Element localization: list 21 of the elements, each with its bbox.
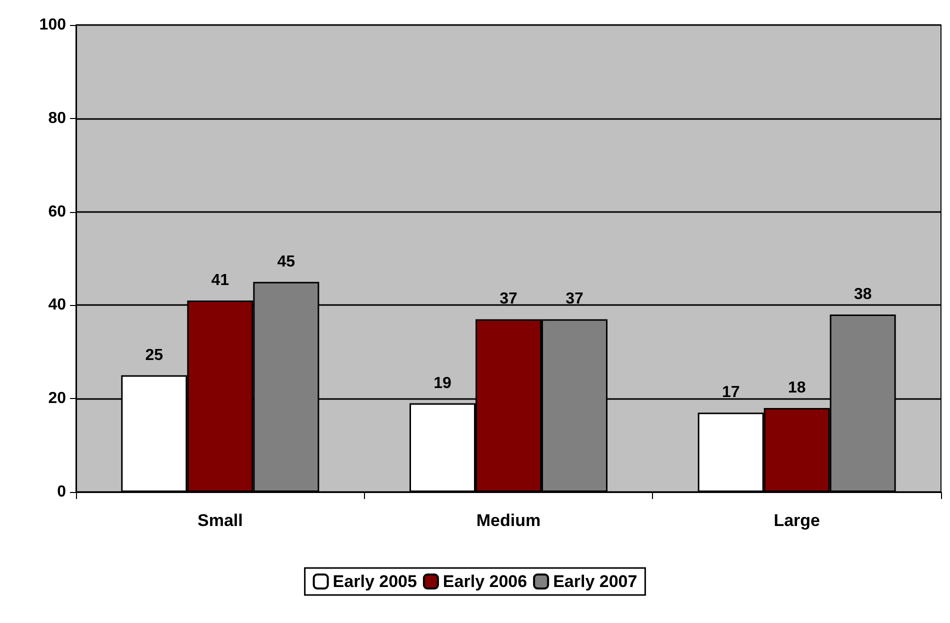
data-label: 45 <box>277 253 296 270</box>
y-tick-label: 100 <box>39 16 66 34</box>
data-label: 25 <box>145 346 164 364</box>
y-tick-label: 40 <box>48 296 66 314</box>
x-tick-label: Medium <box>476 511 541 530</box>
legend-label: Early 2005 <box>332 572 417 591</box>
data-label: 38 <box>854 286 872 304</box>
legend-label: Early 2007 <box>553 572 638 591</box>
data-label: 17 <box>722 384 740 402</box>
data-label: 19 <box>434 374 452 392</box>
x-tick-label: Small <box>197 511 243 530</box>
x-tick-label: Large <box>774 511 820 530</box>
legend-label: Early 2006 <box>442 572 528 591</box>
data-label: 41 <box>211 272 230 290</box>
data-label: 37 <box>566 290 584 308</box>
data-label: 18 <box>788 379 806 396</box>
y-tick-label: 60 <box>48 203 66 220</box>
y-tick-label: 0 <box>57 484 66 500</box>
y-tick-label: 20 <box>48 390 66 408</box>
data-label: 37 <box>500 290 518 308</box>
y-tick-label: 80 <box>48 110 66 127</box>
